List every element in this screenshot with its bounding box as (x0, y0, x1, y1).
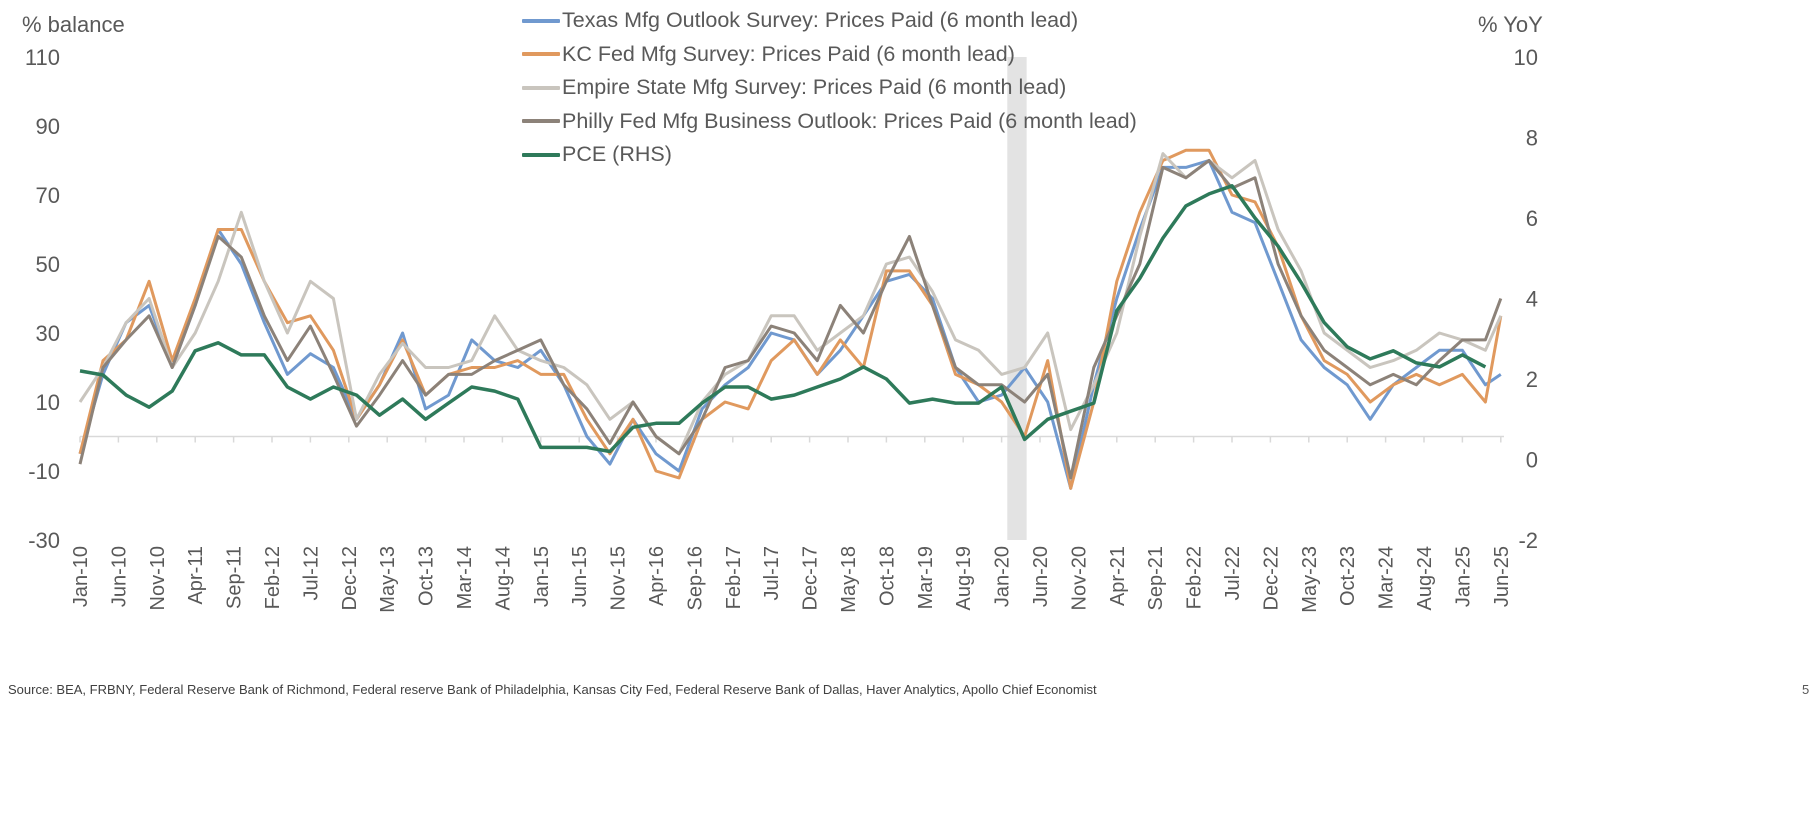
page-number: 5 (1802, 682, 1810, 697)
x-tick-label: Aug-24 (1414, 546, 1436, 611)
series-line-texas (78, 159, 1502, 490)
x-tick-label: Dec-17 (800, 546, 822, 610)
legend-swatch (522, 18, 560, 23)
x-tick-label: Jul-22 (1222, 546, 1244, 600)
x-tick-label: Feb-17 (723, 546, 745, 609)
x-tick-label: Nov-15 (608, 546, 630, 610)
left-axis-title: % balance (22, 12, 125, 37)
x-tick-label: Sep-21 (1145, 546, 1167, 611)
left-axis-tick-label: 90 (36, 114, 60, 139)
right-axis-tick-label: 10 (1514, 45, 1538, 70)
legend-item-philly: Philly Fed Mfg Business Outlook: Prices … (522, 105, 1137, 139)
right-axis-tick-label: 6 (1526, 206, 1538, 231)
legend-item-kc-fed: KC Fed Mfg Survey: Prices Paid (6 month … (522, 38, 1137, 72)
left-axis-tick-label: 10 (36, 390, 60, 415)
left-axis-tick-label: 110 (25, 45, 60, 70)
x-tick-label: Oct-23 (1337, 546, 1359, 606)
legend-swatch (522, 52, 560, 57)
right-axis-tick-label: 8 (1526, 126, 1538, 151)
x-tick-label: Dec-22 (1260, 546, 1282, 610)
right-axis-tick-label: -2 (1518, 528, 1538, 553)
series-lines (78, 148, 1503, 490)
x-tick-label: May-13 (377, 546, 399, 613)
legend-item-texas: Texas Mfg Outlook Survey: Prices Paid (6… (522, 4, 1137, 38)
x-tick-label: Jul-12 (300, 546, 322, 600)
legend-label: Texas Mfg Outlook Survey: Prices Paid (6… (562, 8, 1079, 33)
x-tick-label: Sep-16 (684, 546, 706, 611)
x-tick-label: Aug-14 (492, 546, 514, 611)
left-axis-tick-label: -10 (28, 459, 60, 484)
x-axis-labels: Jan-10 Jun-10 Nov-10 Apr-11 Sep-11 Feb-12 Jul-… (70, 546, 1513, 613)
x-tick-label: Jan-10 (70, 546, 92, 607)
x-tick-label: Jun-15 (569, 546, 591, 607)
legend-item-empire: Empire State Mfg Survey: Prices Paid (6 … (522, 71, 1137, 105)
x-tick-label: Jan-20 (992, 546, 1014, 607)
x-axis-ticks (79, 436, 1502, 443)
x-tick-label: Jun-25 (1491, 546, 1513, 607)
legend-label: PCE (RHS) (562, 142, 672, 167)
x-tick-label: Nov-10 (147, 546, 169, 610)
legend-swatch (522, 85, 560, 90)
series-line-pce (79, 184, 1487, 454)
x-tick-label: May-23 (1299, 546, 1321, 613)
right-axis-tick-label: 0 (1526, 448, 1538, 473)
series-line-empire-state (78, 152, 1503, 456)
x-tick-label: Apr-11 (185, 546, 207, 605)
left-axis-tick-label: 50 (36, 252, 60, 277)
legend-label: Empire State Mfg Survey: Prices Paid (6 … (562, 75, 1067, 100)
x-tick-label: Jan-25 (1452, 546, 1474, 607)
x-tick-label: Nov-20 (1068, 546, 1090, 610)
x-tick-label: Oct-18 (876, 546, 898, 606)
x-tick-label: Oct-13 (416, 546, 438, 606)
right-axis-tick-label: 2 (1526, 367, 1538, 392)
left-axis-tick-label: 70 (36, 183, 60, 208)
x-tick-label: Mar-19 (915, 546, 937, 609)
x-tick-label: Apr-21 (1107, 546, 1129, 606)
left-axis-tick-label: 30 (36, 321, 60, 346)
x-tick-label: Feb-22 (1184, 546, 1206, 609)
legend-label: Philly Fed Mfg Business Outlook: Prices … (562, 108, 1137, 133)
x-tick-label: Sep-11 (224, 546, 246, 609)
legend-swatch (522, 119, 560, 124)
x-tick-label: Mar-14 (454, 546, 476, 609)
right-axis-tick-label: 4 (1526, 287, 1538, 312)
x-tick-label: Apr-16 (646, 546, 668, 606)
legend: Texas Mfg Outlook Survey: Prices Paid (6… (522, 4, 1137, 172)
legend-label: KC Fed Mfg Survey: Prices Paid (6 month … (562, 41, 1015, 66)
x-tick-label: Jan-15 (531, 546, 553, 607)
left-axis-tick-label: -30 (28, 528, 60, 553)
legend-swatch (522, 152, 560, 157)
x-tick-label: Aug-19 (953, 546, 975, 611)
x-tick-label: Jul-17 (761, 546, 783, 600)
legend-item-pce: PCE (RHS) (522, 138, 1137, 172)
x-tick-label: Mar-24 (1376, 546, 1398, 609)
x-tick-label: Jun-20 (1030, 546, 1052, 607)
x-tick-label: Dec-12 (339, 546, 361, 610)
left-axis-labels: 110 90 70 50 30 10 -10 -30 (25, 45, 60, 553)
x-tick-label: Feb-12 (262, 546, 284, 609)
right-axis-title: % YoY (1478, 12, 1543, 37)
right-axis-labels: 10 8 6 4 2 0 -2 (1514, 45, 1538, 553)
x-tick-label: Jun-10 (108, 546, 130, 607)
x-tick-label: May-18 (838, 546, 860, 613)
source-note: Source: BEA, FRBNY, Federal Reserve Bank… (8, 682, 1097, 697)
